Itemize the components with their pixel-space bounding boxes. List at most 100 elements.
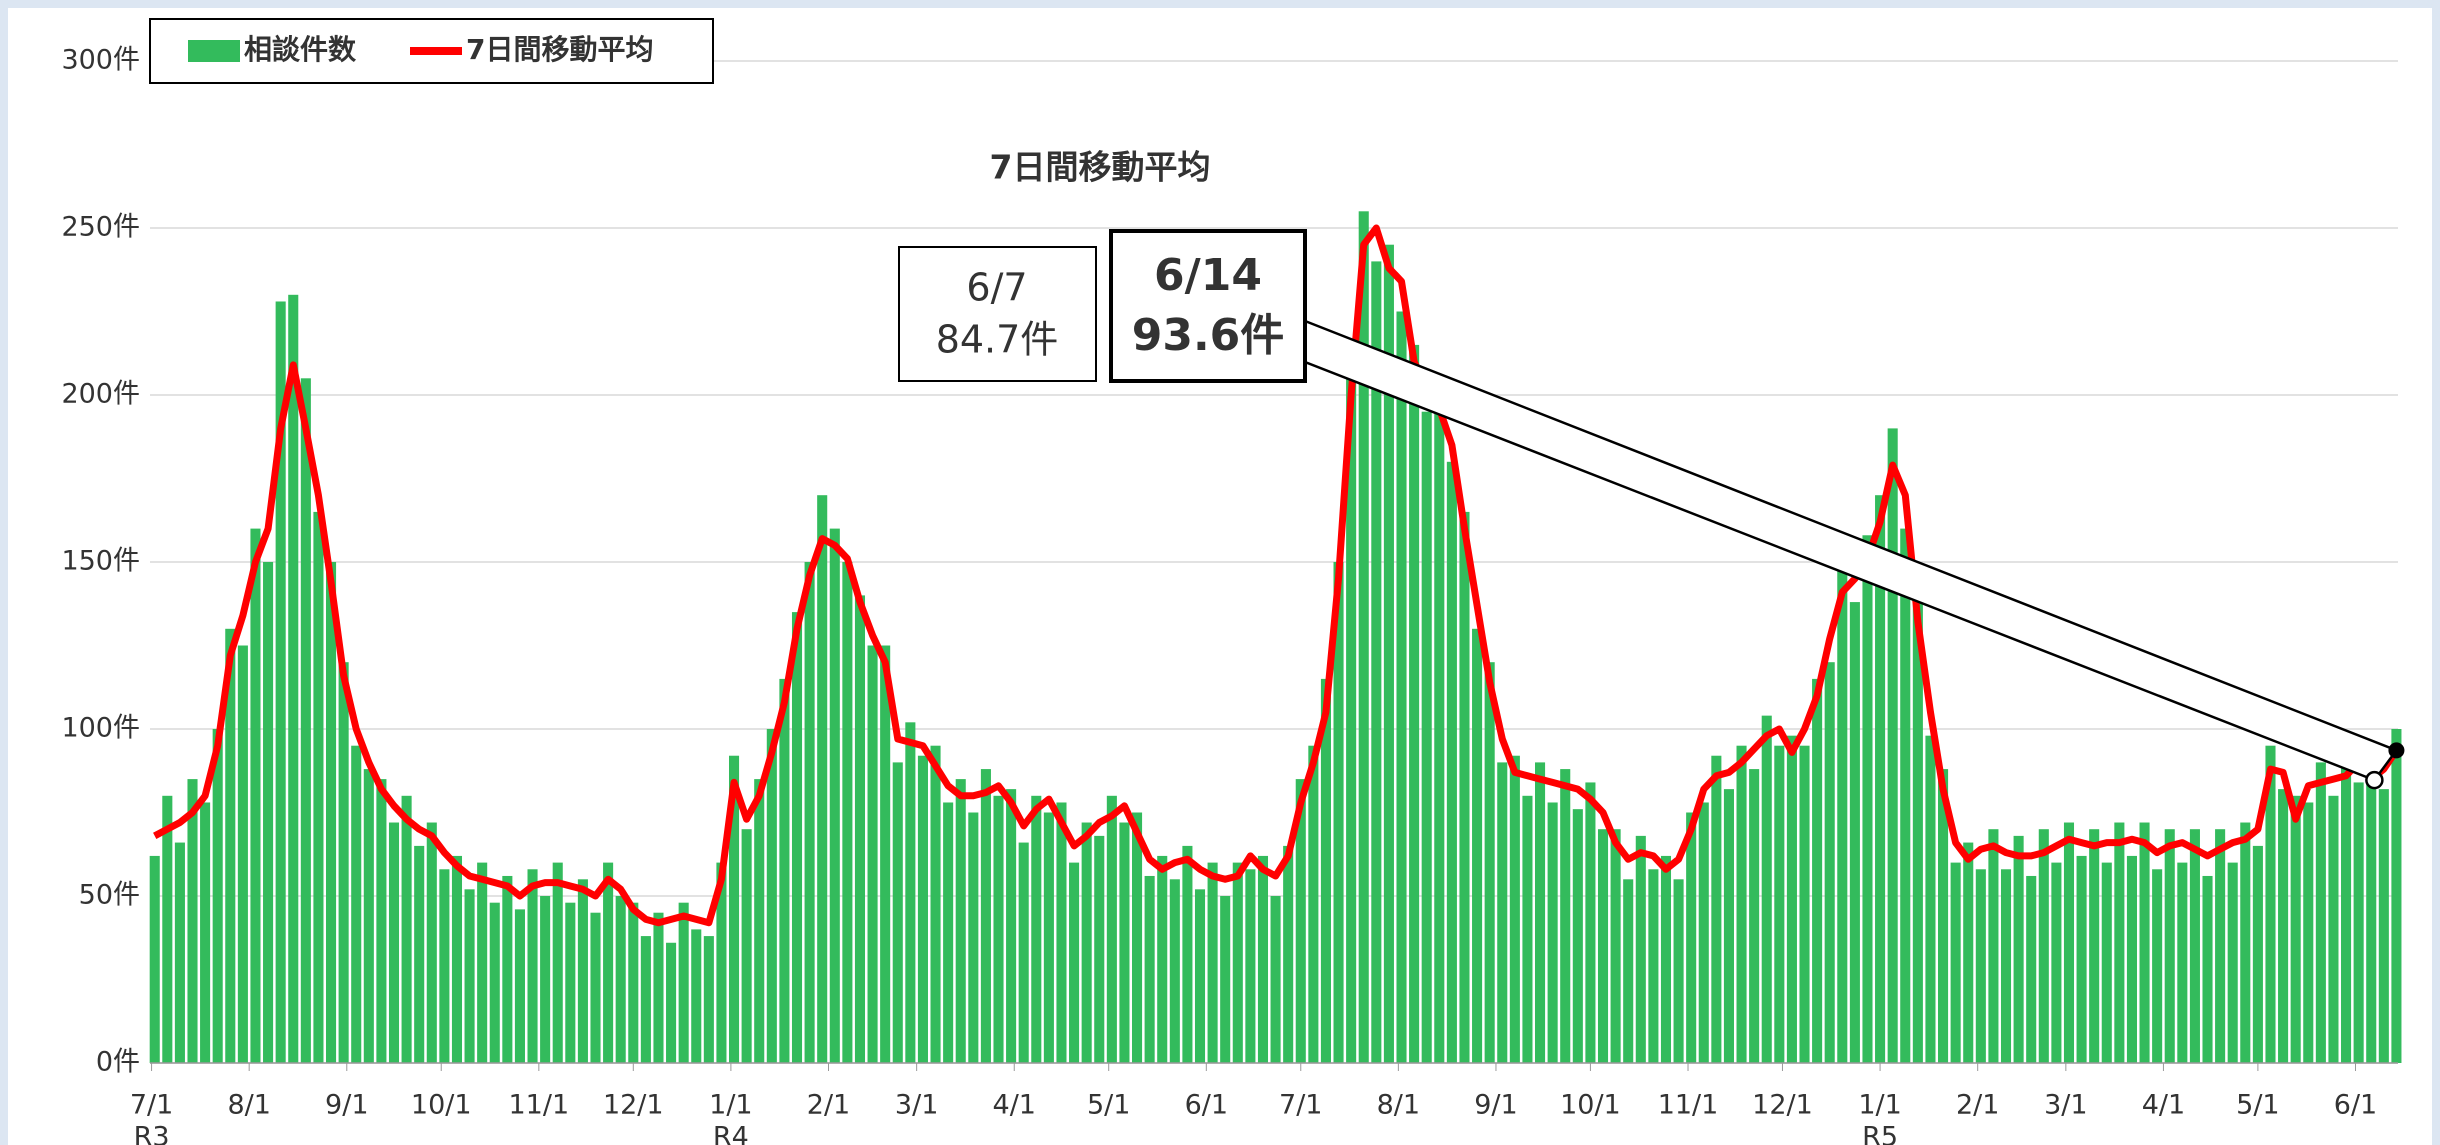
bar xyxy=(1535,762,1546,1063)
bars xyxy=(149,211,2402,1064)
x-tick-label: 10/1 xyxy=(411,1090,472,1121)
bar xyxy=(1686,812,1697,1063)
bar xyxy=(2265,745,2276,1063)
legend: 相談件数 7日間移動平均 xyxy=(149,18,714,84)
bar xyxy=(829,528,840,1063)
bar xyxy=(1207,862,1218,1063)
bar xyxy=(2013,835,2024,1063)
bar xyxy=(1232,862,1243,1063)
bar xyxy=(2391,729,2402,1063)
bar xyxy=(426,822,437,1063)
x-tick-label: 11/1 xyxy=(509,1090,570,1121)
bar xyxy=(1900,528,1911,1063)
bar xyxy=(1887,428,1898,1063)
bar xyxy=(1132,812,1143,1063)
bar xyxy=(552,862,563,1063)
bar xyxy=(2378,789,2389,1063)
bar xyxy=(854,595,866,1063)
bar xyxy=(1799,745,1810,1063)
bar xyxy=(489,902,500,1063)
bar xyxy=(2164,829,2175,1063)
bar xyxy=(577,879,588,1063)
bar xyxy=(1459,511,1470,1063)
bar xyxy=(590,912,601,1063)
bar xyxy=(1648,869,1659,1063)
bar xyxy=(779,678,790,1063)
bar xyxy=(2227,862,2238,1063)
x-tick-label: 7/1 xyxy=(130,1090,173,1121)
era-label: R5 xyxy=(1862,1122,1898,1145)
bar xyxy=(288,294,299,1063)
x-tick-label: 8/1 xyxy=(1377,1090,1420,1121)
bar xyxy=(1119,822,1130,1063)
bar xyxy=(1560,769,1571,1063)
bar xyxy=(1220,896,1231,1063)
bar xyxy=(716,862,727,1063)
bar xyxy=(1333,562,1344,1063)
bar xyxy=(162,795,173,1063)
bar xyxy=(376,779,387,1063)
legend-swatch xyxy=(188,40,240,62)
bar xyxy=(2089,829,2100,1063)
bar xyxy=(1270,896,1281,1063)
bar xyxy=(1509,755,1520,1063)
bar xyxy=(2114,822,2125,1063)
bar xyxy=(603,862,614,1063)
bar xyxy=(2152,869,2163,1063)
bar xyxy=(691,929,702,1063)
bar xyxy=(451,855,463,1063)
bar xyxy=(2240,822,2251,1063)
bar xyxy=(1711,755,1722,1063)
bar xyxy=(388,822,400,1063)
bar xyxy=(1094,835,1105,1063)
bar xyxy=(955,779,966,1063)
bar xyxy=(1245,869,1256,1063)
bar xyxy=(1875,495,1886,1063)
bar xyxy=(1635,835,1646,1063)
bar xyxy=(2215,829,2226,1063)
bar xyxy=(2126,855,2137,1063)
bar xyxy=(1069,862,1080,1063)
bar xyxy=(1043,812,1054,1063)
bar xyxy=(1761,715,1772,1063)
bar xyxy=(1912,602,1923,1063)
bar xyxy=(930,745,941,1063)
bar xyxy=(2341,755,2352,1063)
bar xyxy=(1018,842,1029,1063)
bar xyxy=(1446,461,1457,1063)
bar xyxy=(263,562,274,1063)
bar xyxy=(2051,862,2062,1063)
bar xyxy=(1572,809,1583,1063)
bar xyxy=(1472,628,1483,1063)
bar xyxy=(2000,869,2012,1063)
bar xyxy=(703,936,714,1063)
bar xyxy=(1371,261,1382,1063)
bar xyxy=(2076,855,2087,1063)
bar xyxy=(2290,795,2301,1063)
bar xyxy=(628,902,639,1063)
bar xyxy=(275,301,286,1064)
bar xyxy=(1736,745,1747,1063)
y-tick-label: 0件 xyxy=(96,1047,140,1078)
bar xyxy=(401,795,412,1063)
bar xyxy=(2139,822,2150,1063)
bar xyxy=(1698,802,1709,1063)
bar xyxy=(804,562,815,1063)
bar xyxy=(1169,879,1180,1063)
bar xyxy=(527,869,538,1063)
bar xyxy=(2303,802,2314,1063)
bar xyxy=(200,802,211,1063)
bar xyxy=(892,762,903,1063)
bar xyxy=(1774,745,1785,1063)
x-tick-label: 7/1 xyxy=(1279,1090,1322,1121)
x-tick-label: 11/1 xyxy=(1658,1090,1719,1121)
bar xyxy=(174,842,185,1063)
bar xyxy=(1283,845,1294,1063)
annotation-date: 6/14 xyxy=(1154,250,1262,301)
bar xyxy=(1295,779,1306,1063)
bar xyxy=(477,862,488,1063)
bar xyxy=(1988,829,1999,1063)
bar xyxy=(1623,879,1634,1063)
bar xyxy=(678,902,689,1063)
